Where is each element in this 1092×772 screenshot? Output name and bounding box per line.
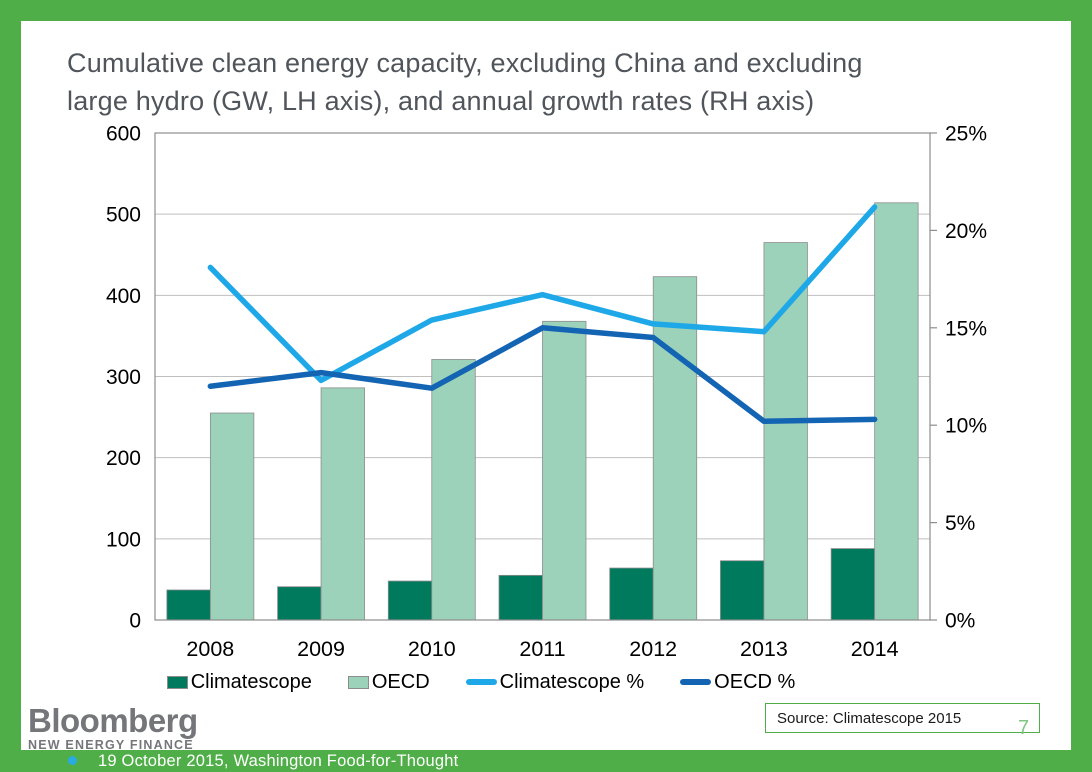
- legend-swatch-climatescope: [166, 675, 188, 689]
- right-axis-label: 0%: [945, 610, 975, 633]
- footer-bar: 19 October 2015, Washington Food-for-Tho…: [0, 750, 1092, 772]
- legend-item: OECD %: [680, 671, 795, 694]
- logo-subtitle: NEW ENERGY FINANCE: [28, 738, 194, 752]
- legend-item: OECD: [347, 670, 430, 694]
- legend-swatch-oecd: [347, 675, 369, 689]
- x-axis-label: 2013: [740, 637, 788, 661]
- chart-canvas: 0 100 200 300 400 500 600 0% 5% 10% 15% 20% 25% 2008 2…: [106, 123, 987, 662]
- right-axis-label: 10%: [945, 415, 987, 438]
- source-box: Source: Climatescope 2015: [765, 703, 1040, 733]
- bar-oecd-2011: [542, 320, 587, 621]
- chart-title: Cumulative clean energy capacity, exclud…: [67, 44, 1027, 120]
- right-axis-label: 5%: [945, 512, 975, 535]
- legend-label: OECD %: [714, 670, 796, 693]
- right-axis-label: 20%: [945, 220, 987, 243]
- x-axis-label: 2009: [297, 637, 345, 661]
- chart-title-line-2: large hydro (GW, LH axis), and annual gr…: [67, 86, 815, 116]
- x-axis-label: 2008: [186, 637, 234, 661]
- slide-body: Cumulative clean energy capacity, exclud…: [21, 21, 1071, 752]
- x-axis-label: 2010: [408, 637, 456, 661]
- legend-item: Climatescope %: [465, 670, 645, 694]
- right-axis-label: 25%: [945, 123, 987, 146]
- bar-oecd-2014: [874, 202, 919, 621]
- x-axis-label: 2012: [629, 637, 677, 661]
- bar-climatescope-2009: [277, 586, 322, 621]
- legend-label: Climatescope %: [499, 670, 645, 693]
- x-axis-label: 2014: [851, 637, 899, 661]
- left-axis-label: 500: [106, 204, 141, 227]
- bar-climatescope-2011: [498, 574, 543, 621]
- left-axis-label: 400: [106, 285, 141, 308]
- bar-oecd-2013: [763, 242, 808, 621]
- bullet-icon: [68, 756, 77, 765]
- logo-wordmark: Bloomberg: [28, 702, 198, 739]
- footer-date: 19 October 2015, Washington Food-for-Tho…: [98, 752, 459, 770]
- left-axis-label: 600: [106, 123, 141, 146]
- bar-oecd-2009: [320, 387, 365, 621]
- bar-climatescope-2012: [609, 567, 654, 621]
- page-number: 7: [1018, 717, 1030, 739]
- left-axis-label: 100: [106, 528, 141, 551]
- bloomberg-logo: Bloomberg NEW ENERGY FINANCE: [28, 704, 198, 752]
- bar-oecd-2012: [652, 276, 698, 621]
- line-oecd: [207, 325, 878, 425]
- left-axis-label: 0: [129, 610, 141, 633]
- bar-climatescope-2014: [830, 548, 876, 621]
- legend-swatch-oecd: [680, 679, 712, 685]
- source-text: Source: Climatescope 2015: [777, 710, 962, 727]
- bar-oecd-2008: [209, 412, 255, 621]
- legend-label: OECD: [371, 670, 430, 693]
- legend-swatch-climatescope: [465, 679, 497, 685]
- chart-title-line-1: Cumulative clean energy capacity, exclud…: [67, 48, 863, 78]
- right-axis-label: 15%: [945, 317, 987, 340]
- plot-border: [154, 132, 931, 621]
- chart-legend: Climatescope OECD Climatescope % OECD %: [61, 667, 1021, 697]
- combo-chart: 0 100 200 300 400 500 600 0% 5% 10% 15% 20% 25% 2008 2…: [61, 121, 1021, 711]
- left-axis-label: 300: [106, 366, 141, 389]
- left-axis-label: 200: [106, 447, 141, 470]
- bar-climatescope-2010: [387, 580, 433, 621]
- x-axis-label: 2011: [519, 637, 565, 661]
- legend-item: Climatescope: [166, 670, 312, 694]
- line-climatescope: [207, 204, 878, 384]
- bar-oecd-2010: [431, 359, 476, 621]
- legend-label: Climatescope: [190, 670, 312, 693]
- bar-climatescope-2008: [166, 589, 211, 621]
- bar-climatescope-2013: [720, 560, 765, 621]
